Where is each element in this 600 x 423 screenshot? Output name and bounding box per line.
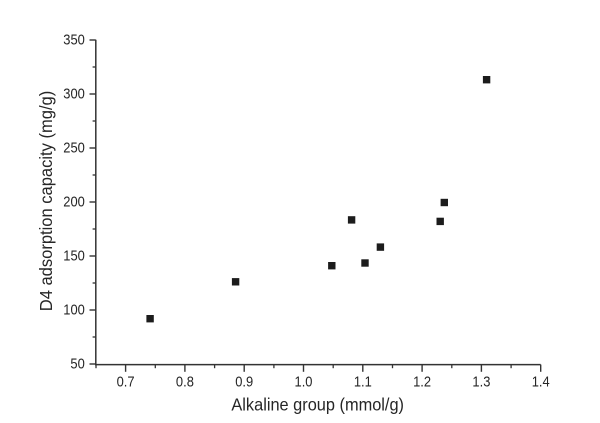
svg-text:1.1: 1.1 <box>354 372 372 389</box>
svg-text:0.7: 0.7 <box>117 372 135 389</box>
svg-text:D4 adsorption capacity (mg/g): D4 adsorption capacity (mg/g) <box>37 91 56 311</box>
svg-text:1.4: 1.4 <box>532 372 550 389</box>
svg-text:150: 150 <box>63 247 85 264</box>
svg-text:Alkaline group (mmol/g): Alkaline group (mmol/g) <box>231 395 404 415</box>
svg-text:0.8: 0.8 <box>176 372 194 389</box>
svg-text:300: 300 <box>63 85 85 102</box>
svg-text:100: 100 <box>63 301 85 318</box>
svg-text:0.9: 0.9 <box>235 372 253 389</box>
svg-text:250: 250 <box>63 139 85 156</box>
svg-text:1.3: 1.3 <box>472 372 490 389</box>
svg-text:350: 350 <box>63 31 85 48</box>
svg-text:50: 50 <box>70 355 85 372</box>
svg-text:1.2: 1.2 <box>413 372 431 389</box>
svg-text:1.0: 1.0 <box>295 372 313 389</box>
svg-text:200: 200 <box>63 193 85 210</box>
